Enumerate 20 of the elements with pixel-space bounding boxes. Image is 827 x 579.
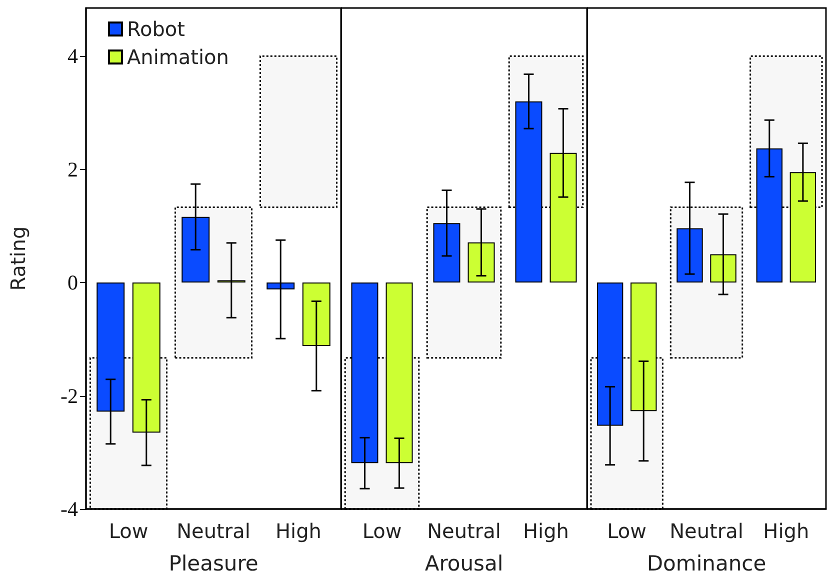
x-axis-title: Pleasure (168, 552, 258, 576)
x-tick-label: High (523, 519, 569, 543)
x-tick-label: Neutral (427, 519, 501, 543)
legend-label: Animation (127, 45, 229, 69)
x-tick-label: Low (362, 519, 402, 543)
x-tick-label: Low (108, 519, 148, 543)
legend-label: Robot (127, 17, 186, 41)
y-tick-label: -2 (60, 384, 78, 408)
x-tick-label: High (276, 519, 322, 543)
y-axis-title: Rating (6, 226, 30, 291)
y-tick-label: 2 (68, 157, 78, 182)
x-tick-label: Low (607, 519, 647, 543)
y-tick-label: 4 (68, 44, 78, 68)
y-tick-label: 0 (68, 270, 78, 295)
x-tick-label: Neutral (670, 519, 744, 543)
x-tick-label: Neutral (176, 519, 250, 543)
x-tick-label: High (763, 519, 810, 543)
x-axis-title: Dominance (646, 552, 766, 576)
x-axis-title: Arousal (424, 552, 504, 576)
y-tick-label: -4 (60, 497, 78, 521)
